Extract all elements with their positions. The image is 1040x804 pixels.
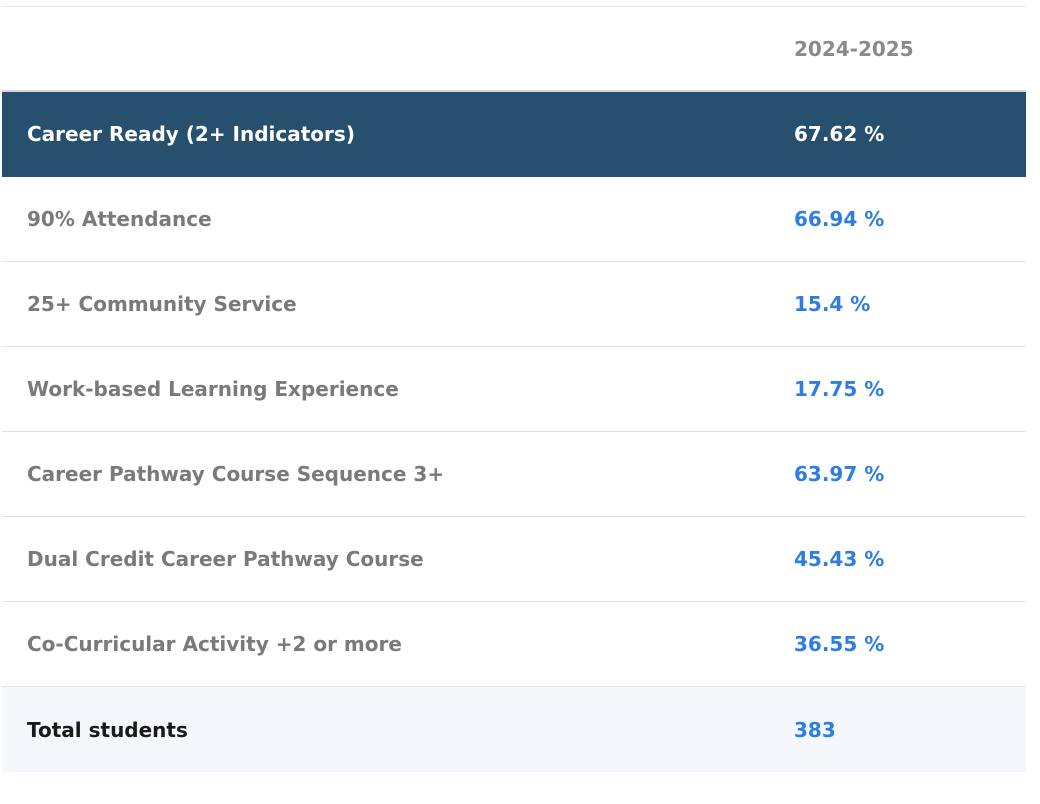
row-value-link[interactable]: 15.4 % <box>794 292 871 316</box>
column-header-year: 2024-2025 <box>794 36 914 61</box>
row-label: Career Pathway Course Sequence 3+ <box>27 462 445 486</box>
career-ready-summary-row: Career Ready (2+ Indicators) 67.62 % <box>2 92 1026 177</box>
table-header-row: 2024-2025 <box>2 7 1026 92</box>
total-students-row: Total students 383 <box>2 687 1026 772</box>
table-row: 90% Attendance 66.94 % <box>2 177 1026 262</box>
row-label: Co-Curricular Activity +2 or more <box>27 632 402 656</box>
total-value-link[interactable]: 383 <box>794 717 836 742</box>
row-value-link[interactable]: 36.55 % <box>794 632 885 656</box>
table-row: Career Pathway Course Sequence 3+ 63.97 … <box>2 432 1026 517</box>
row-value-link[interactable]: 63.97 % <box>794 462 885 486</box>
row-label: 90% Attendance <box>27 207 212 231</box>
row-label: 25+ Community Service <box>27 292 297 316</box>
row-value-link[interactable]: 66.94 % <box>794 207 885 231</box>
career-readiness-table: 2024-2025 Career Ready (2+ Indicators) 6… <box>2 6 1026 772</box>
row-value-link[interactable]: 45.43 % <box>794 547 885 571</box>
row-value-link[interactable]: 17.75 % <box>794 377 885 401</box>
row-label: Career Ready (2+ Indicators) <box>27 122 355 146</box>
row-value: 67.62 % <box>794 122 885 146</box>
row-label: Dual Credit Career Pathway Course <box>27 547 424 571</box>
table-row: 25+ Community Service 15.4 % <box>2 262 1026 347</box>
table-row: Dual Credit Career Pathway Course 45.43 … <box>2 517 1026 602</box>
row-label: Work-based Learning Experience <box>27 377 399 401</box>
table-row: Work-based Learning Experience 17.75 % <box>2 347 1026 432</box>
table-row: Co-Curricular Activity +2 or more 36.55 … <box>2 602 1026 687</box>
total-label: Total students <box>27 717 188 742</box>
